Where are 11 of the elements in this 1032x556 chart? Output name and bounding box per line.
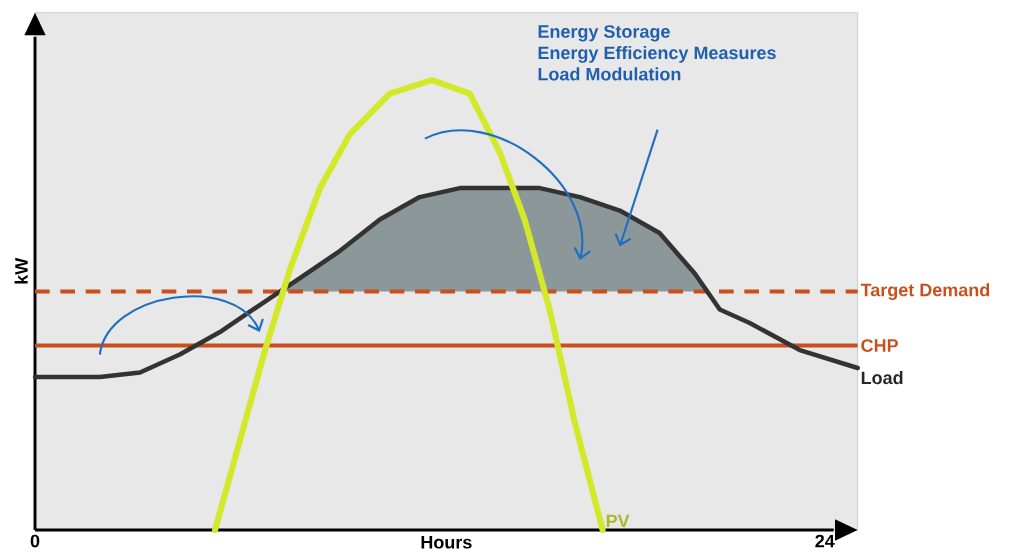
y-axis-title: kW bbox=[14, 257, 28, 284]
ref-line-label: Target Demand bbox=[860, 283, 990, 300]
series-label: PV bbox=[606, 514, 630, 528]
annotation: Load Modulation bbox=[538, 67, 681, 81]
x-axis-title: Hours bbox=[421, 536, 472, 549]
x-tick-label: 24 bbox=[815, 534, 835, 548]
series-label: Load bbox=[861, 370, 903, 385]
text: Energy Efficiency Measures bbox=[538, 45, 776, 63]
text: Energy Storage bbox=[538, 25, 670, 42]
x-tick-label: 0 bbox=[30, 534, 40, 548]
ref-line-label: CHP bbox=[861, 339, 898, 352]
